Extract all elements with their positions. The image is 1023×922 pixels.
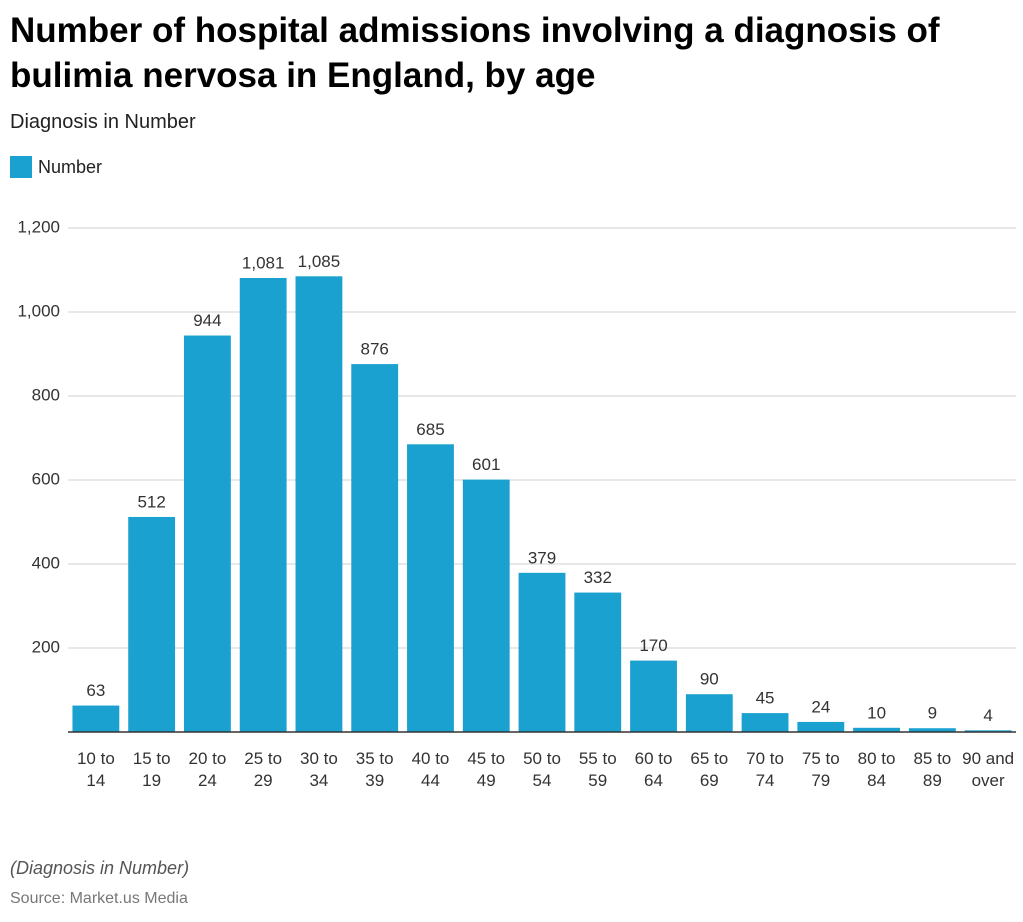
value-label: 1,085 xyxy=(298,252,341,271)
bar xyxy=(239,277,287,732)
x-tick-label: 65 to 69 xyxy=(690,749,729,790)
note: (Diagnosis in Number) xyxy=(10,858,190,878)
x-tick-label: 40 to 44 xyxy=(411,749,450,790)
value-label: 601 xyxy=(472,455,500,474)
value-label: 4 xyxy=(983,706,992,725)
y-tick-label: 200 xyxy=(32,637,60,656)
value-label: 63 xyxy=(86,681,105,700)
value-label: 10 xyxy=(867,703,886,722)
value-label: 9 xyxy=(928,704,937,723)
x-tick-label: 70 to 74 xyxy=(746,749,784,790)
bar xyxy=(685,694,733,732)
legend-swatch xyxy=(10,156,32,178)
bar xyxy=(407,444,454,732)
x-tick-label: 80 to 84 xyxy=(857,749,896,790)
x-tick-label: 20 to 24 xyxy=(188,749,227,790)
bar xyxy=(741,713,789,732)
bar xyxy=(183,335,231,732)
value-label: 90 xyxy=(700,670,719,689)
chart-subtitle: Diagnosis in Number xyxy=(10,111,196,133)
bar xyxy=(574,592,622,732)
value-label: 24 xyxy=(811,697,830,716)
chart-title: Number of hospital admissions involving … xyxy=(10,11,940,95)
x-tick-label: 30 to 34 xyxy=(300,749,338,790)
x-tick-label: 55 to 59 xyxy=(578,749,617,790)
x-tick-label: 50 to 54 xyxy=(523,749,561,790)
bar xyxy=(853,727,901,732)
x-tick-label: 75 to 79 xyxy=(801,749,840,790)
y-tick-label: 1,000 xyxy=(17,301,60,320)
bar xyxy=(964,730,1012,732)
value-label: 45 xyxy=(756,689,775,708)
x-tick-label: 60 to 64 xyxy=(634,749,673,790)
value-label: 944 xyxy=(193,311,221,330)
value-label: 379 xyxy=(528,548,556,567)
x-tick-label: 85 to 89 xyxy=(913,749,952,790)
x-tick-label: 90 and over xyxy=(962,749,1015,790)
value-label: 876 xyxy=(361,340,389,359)
bar xyxy=(128,516,176,732)
value-label: 170 xyxy=(639,636,667,655)
value-label: 512 xyxy=(137,492,165,511)
legend-label: Number xyxy=(38,156,103,177)
y-tick-label: 600 xyxy=(32,469,60,488)
value-label: 332 xyxy=(584,568,612,587)
bar xyxy=(351,364,399,732)
value-label: 1,081 xyxy=(242,253,285,272)
legend: Number xyxy=(10,156,102,178)
value-label: 685 xyxy=(416,420,444,439)
source: Source: Market.us Media xyxy=(10,890,188,907)
bar xyxy=(797,721,845,732)
bar xyxy=(295,276,343,732)
bar xyxy=(462,479,510,732)
x-tick-label: 25 to 29 xyxy=(244,749,283,790)
x-tick-label: 45 to 49 xyxy=(467,749,506,790)
bar xyxy=(72,705,120,732)
y-tick-label: 1,200 xyxy=(17,217,60,236)
x-tick-label: 10 to 14 xyxy=(76,749,115,790)
x-tick-label: 35 to 39 xyxy=(355,749,394,790)
bar xyxy=(630,660,677,732)
bar xyxy=(518,572,566,732)
y-tick-label: 800 xyxy=(32,385,60,404)
y-tick-label: 400 xyxy=(32,553,60,572)
bar xyxy=(908,728,956,732)
x-tick-label: 15 to 19 xyxy=(132,749,171,790)
